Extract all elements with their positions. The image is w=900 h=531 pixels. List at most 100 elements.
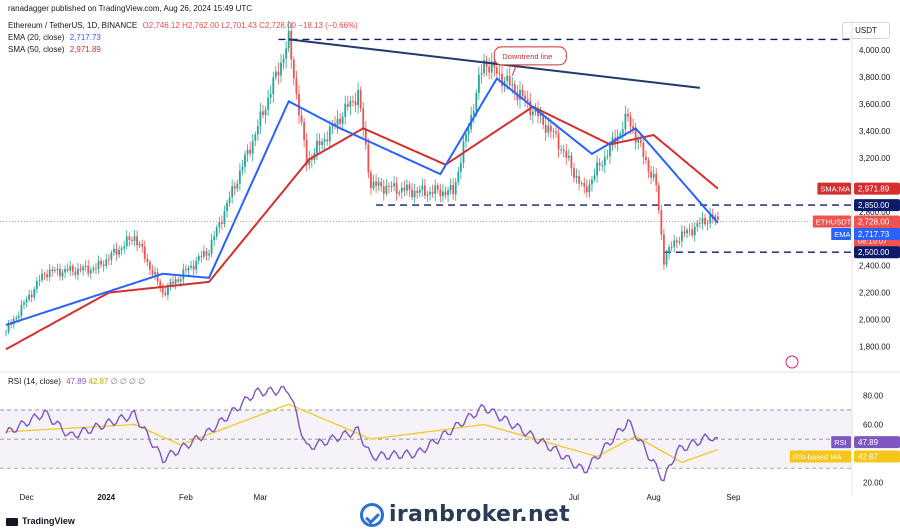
candle-body[interactable] [716, 216, 719, 220]
candle-body[interactable] [282, 58, 285, 63]
candle-body[interactable] [28, 294, 31, 300]
candle-body[interactable] [92, 268, 95, 271]
downtrend-callout-box[interactable] [493, 46, 567, 66]
candle-body[interactable] [637, 139, 640, 143]
candle-body[interactable] [362, 108, 365, 130]
tradingview-brand[interactable]: TradingView [6, 516, 75, 526]
candle-body[interactable] [334, 123, 336, 126]
candle-body[interactable] [321, 141, 324, 146]
candle-body[interactable] [264, 109, 267, 116]
candle-body[interactable] [30, 294, 33, 298]
candle-body[interactable] [59, 268, 61, 277]
candle-body[interactable] [131, 239, 133, 241]
candle-body[interactable] [439, 189, 442, 197]
candle-body[interactable] [154, 272, 156, 275]
candle-body[interactable] [501, 73, 503, 86]
candle-body[interactable] [326, 139, 329, 142]
candle-body[interactable] [133, 236, 136, 241]
candle-body[interactable] [459, 162, 462, 172]
candle-body[interactable] [102, 264, 105, 266]
candle-body[interactable] [678, 241, 681, 243]
candle-body[interactable] [691, 229, 694, 236]
ema-20-line[interactable] [5, 77, 719, 326]
candle-body[interactable] [89, 270, 92, 274]
candle-body[interactable] [159, 281, 162, 289]
candle-body[interactable] [246, 149, 249, 155]
ema-legend[interactable]: EMA (20, close) 2,717.73 [8, 33, 101, 42]
candle-body[interactable] [578, 175, 581, 184]
candle-body[interactable] [549, 125, 552, 132]
candle-body[interactable] [15, 317, 18, 319]
candle-body[interactable] [128, 236, 131, 240]
candle-body[interactable] [583, 183, 586, 187]
candle-body[interactable] [624, 113, 627, 130]
candle-body[interactable] [647, 160, 650, 172]
candle-body[interactable] [110, 252, 113, 260]
candle-body[interactable] [310, 158, 313, 160]
candle-body[interactable] [575, 175, 578, 178]
candle-body[interactable] [621, 129, 624, 134]
candle-body[interactable] [205, 251, 208, 256]
candle-body[interactable] [300, 115, 303, 122]
candle-body[interactable] [585, 186, 588, 193]
candle-body[interactable] [336, 118, 339, 126]
candle-body[interactable] [650, 171, 652, 178]
candle-body[interactable] [179, 279, 182, 282]
candle-body[interactable] [601, 165, 604, 167]
sma-50-line[interactable] [5, 105, 719, 351]
candle-body[interactable] [316, 140, 318, 154]
candle-body[interactable] [35, 280, 38, 290]
candle-body[interactable] [660, 210, 663, 235]
candle-body[interactable] [210, 239, 213, 254]
candle-body[interactable] [354, 101, 357, 106]
candle-body[interactable] [149, 261, 151, 270]
candle-body[interactable] [143, 246, 146, 259]
candle-body[interactable] [534, 109, 537, 112]
candle-body[interactable] [490, 61, 493, 73]
candle-body[interactable] [570, 155, 573, 169]
candle-body[interactable] [675, 240, 678, 243]
candle-body[interactable] [372, 181, 375, 189]
candle-body[interactable] [663, 234, 665, 265]
candle-body[interactable] [241, 166, 244, 171]
candle-body[interactable] [400, 187, 403, 193]
candle-body[interactable] [136, 236, 138, 246]
candle-body[interactable] [513, 84, 516, 94]
candle-body[interactable] [172, 281, 174, 284]
candle-body[interactable] [280, 62, 282, 76]
candle-body[interactable] [418, 189, 421, 193]
candle-body[interactable] [629, 116, 632, 127]
candle-body[interactable] [477, 74, 480, 93]
candle-body[interactable] [573, 168, 575, 178]
candle-body[interactable] [634, 130, 637, 143]
candle-body[interactable] [233, 186, 236, 189]
candle-body[interactable] [192, 265, 195, 270]
candle-body[interactable] [606, 156, 609, 158]
candle-body[interactable] [398, 192, 401, 194]
candle-body[interactable] [249, 149, 252, 154]
candle-body[interactable] [151, 269, 154, 275]
downtrend-line[interactable] [288, 38, 701, 89]
alert-icon[interactable] [785, 355, 799, 369]
candle-body[interactable] [627, 113, 629, 117]
candle-body[interactable] [426, 194, 429, 196]
candle-body[interactable] [43, 273, 46, 275]
candle-body[interactable] [596, 162, 598, 176]
candle-body[interactable] [552, 131, 555, 133]
candle-body[interactable] [123, 246, 126, 249]
candle-body[interactable] [244, 154, 246, 167]
candle-body[interactable] [141, 243, 144, 247]
candle-body[interactable] [714, 216, 717, 219]
candle-body[interactable] [236, 183, 239, 189]
candle-body[interactable] [632, 126, 634, 131]
candle-body[interactable] [416, 190, 419, 193]
candle-body[interactable] [393, 183, 395, 187]
candle-body[interactable] [274, 71, 277, 78]
candle-body[interactable] [269, 94, 272, 98]
candle-body[interactable] [511, 84, 514, 86]
candle-body[interactable] [655, 173, 658, 186]
candle-body[interactable] [213, 236, 216, 240]
candle-body[interactable] [683, 231, 686, 234]
candle-body[interactable] [95, 268, 97, 270]
candle-body[interactable] [704, 217, 706, 225]
